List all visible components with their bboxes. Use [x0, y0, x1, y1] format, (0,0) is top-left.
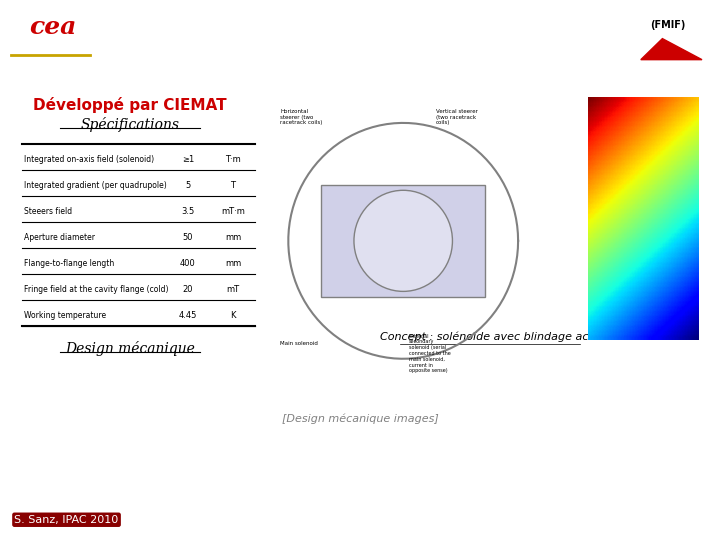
Text: Main solenoid: Main solenoid: [280, 341, 318, 346]
Text: Integrated on-axis field (solenoid): Integrated on-axis field (solenoid): [24, 154, 154, 164]
Text: S. Sanz, IPAC 2010: S. Sanz, IPAC 2010: [14, 515, 119, 525]
Text: Spécifications: Spécifications: [81, 117, 179, 132]
Text: Développé par CIEMAT: Développé par CIEMAT: [33, 97, 227, 113]
Text: Concept : solénoïde avec blindage actif: Concept : solénoïde avec blindage actif: [380, 332, 600, 342]
FancyBboxPatch shape: [623, 5, 713, 66]
Text: (FMIF): (FMIF): [650, 19, 686, 30]
Text: | PAGE 10: | PAGE 10: [645, 515, 698, 525]
Circle shape: [354, 190, 452, 292]
Text: Flange-to-flange length: Flange-to-flange length: [24, 259, 114, 268]
Text: Fringe field at the cavity flange (cold): Fringe field at the cavity flange (cold): [24, 285, 168, 294]
Text: T: T: [230, 181, 235, 190]
Text: mT·m: mT·m: [221, 207, 245, 215]
Text: Vertical steerer
(two racetrack
coils): Vertical steerer (two racetrack coils): [436, 109, 478, 125]
Text: ≥1: ≥1: [182, 154, 194, 164]
Text: [Design mécanique images]: [Design mécanique images]: [282, 413, 438, 424]
Text: 20: 20: [183, 285, 193, 294]
Bar: [321, 185, 485, 297]
Text: K: K: [230, 310, 235, 320]
Text: mT: mT: [226, 285, 240, 294]
Text: Working temperature: Working temperature: [24, 310, 106, 320]
Text: 5: 5: [185, 181, 191, 190]
Text: 3.5: 3.5: [181, 207, 194, 215]
Text: 4.45: 4.45: [179, 310, 197, 320]
Text: cea: cea: [29, 15, 76, 39]
Text: Design mécanique: Design mécanique: [65, 341, 195, 356]
Text: 400: 400: [180, 259, 196, 268]
Text: mm: mm: [225, 233, 241, 242]
Text: Integrated gradient (per quadrupole): Integrated gradient (per quadrupole): [24, 181, 167, 190]
Text: 50: 50: [183, 233, 193, 242]
Text: SOLENOID PACKAGE (1): SOLENOID PACKAGE (1): [212, 25, 508, 45]
Text: Aperture diameter: Aperture diameter: [24, 233, 95, 242]
Text: T·m: T·m: [225, 154, 241, 164]
Text: mm: mm: [225, 259, 241, 268]
FancyBboxPatch shape: [7, 5, 94, 66]
Text: Horizontal
steerer (two
racetrack coils): Horizontal steerer (two racetrack coils): [280, 109, 323, 125]
Polygon shape: [641, 39, 702, 60]
Text: Steeers field: Steeers field: [24, 207, 72, 215]
Text: External
secondary
solenoid (serial
connected to the
main solenoid,
current in
o: External secondary solenoid (serial conn…: [409, 334, 451, 373]
